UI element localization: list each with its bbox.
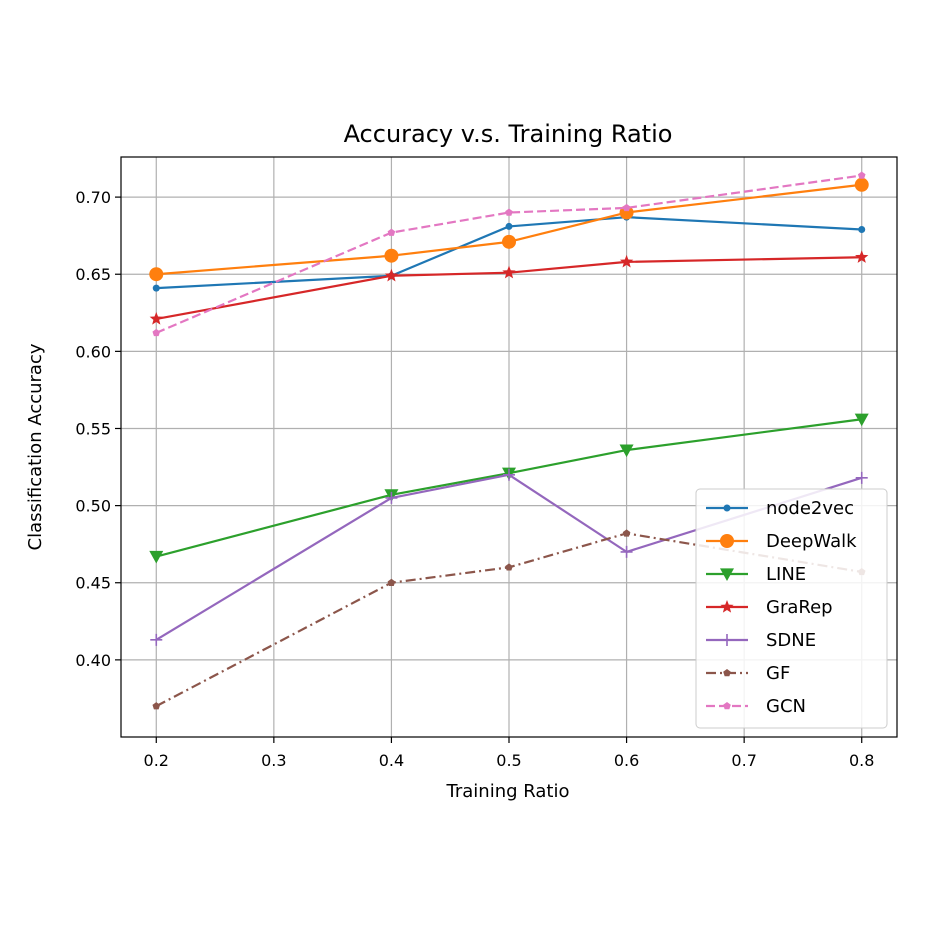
data-point-sdne <box>385 491 398 504</box>
data-point-gf <box>152 702 161 710</box>
y-tick-label: 0.65 <box>75 265 111 284</box>
legend-item-sdne: SDNE <box>706 630 816 651</box>
legend-box <box>695 488 888 729</box>
data-point-line <box>149 550 164 564</box>
data-point-grarep <box>149 311 163 325</box>
series-grarep <box>149 250 869 325</box>
data-point-gf <box>622 529 631 537</box>
data-point-line <box>854 413 869 427</box>
legend-marker-node2vec <box>723 504 731 512</box>
legend-item-gcn: GCN <box>706 696 806 717</box>
legend-marker-gf <box>723 669 731 677</box>
data-point-grarep <box>502 265 516 279</box>
series-gcn <box>152 171 866 337</box>
legend-label-deepwalk: DeepWalk <box>766 531 857 552</box>
x-tick-label: 0.7 <box>731 751 756 770</box>
data-point-node2vec <box>858 226 866 233</box>
chart-title: Accuracy v.s. Training Ratio <box>344 120 673 148</box>
data-point-node2vec <box>152 284 160 292</box>
legend-item-node2vec: node2vec <box>706 498 854 519</box>
legend-marker-line <box>720 568 734 581</box>
y-tick-label: 0.55 <box>75 419 111 438</box>
legend-marker-grarep <box>720 600 734 613</box>
data-point-gcn <box>387 228 396 236</box>
y-tick-label: 0.60 <box>75 342 111 361</box>
data-point-deepwalk <box>502 234 516 249</box>
legend-item-grarep: GraRep <box>706 597 833 618</box>
legend: node2vec DeepWalk LINE GraRep SDNE GF GCN <box>695 488 888 729</box>
legend-item-line: LINE <box>706 564 806 585</box>
y-tick-label: 0.70 <box>75 188 111 207</box>
series-deepwalk <box>149 177 869 282</box>
data-point-deepwalk <box>854 177 869 192</box>
data-point-gcn <box>857 171 866 179</box>
data-point-sdne <box>620 545 633 558</box>
y-tick-label: 0.50 <box>75 497 111 516</box>
y-axis-label: Classification Accuracy <box>25 343 46 550</box>
data-point-gcn <box>505 208 513 216</box>
x-tick-label: 0.2 <box>144 751 169 770</box>
data-point-gf <box>505 563 513 571</box>
x-tick-label: 0.5 <box>496 751 521 770</box>
legend-label-grarep: GraRep <box>766 597 833 618</box>
data-point-node2vec <box>505 222 513 230</box>
x-tick-label: 0.6 <box>614 751 639 770</box>
series-line-gcn <box>155 174 862 334</box>
legend-item-gf: GF <box>706 663 790 684</box>
axis-ticks: 0.2 0.3 0.4 0.5 0.6 0.7 0.8 0.40 0.45 0.50 0.55 0.6… <box>75 188 874 770</box>
data-point-deepwalk <box>384 248 399 263</box>
data-point-sdne <box>150 633 163 646</box>
legend-marker-sdne <box>721 634 733 646</box>
x-tick-label: 0.4 <box>379 751 404 770</box>
data-point-grarep <box>384 268 399 282</box>
data-point-sdne <box>855 471 868 484</box>
data-point-deepwalk <box>149 267 164 282</box>
x-axis-label: Training Ratio <box>446 781 570 802</box>
x-tick-label: 0.8 <box>849 751 874 770</box>
x-tick-label: 0.3 <box>261 751 286 770</box>
data-point-line <box>619 444 634 458</box>
data-point-grarep <box>619 254 634 268</box>
data-point-grarep <box>855 250 869 263</box>
y-tick-label: 0.45 <box>75 574 111 593</box>
y-tick-label: 0.40 <box>75 651 111 670</box>
data-point-sdne <box>503 468 515 481</box>
data-point-gcn <box>152 328 161 337</box>
legend-marker-gcn <box>723 702 731 710</box>
legend-label-sdne: SDNE <box>766 630 816 651</box>
legend-label-gcn: GCN <box>766 696 806 717</box>
data-point-gcn <box>622 203 631 212</box>
legend-item-deepwalk: DeepWalk <box>706 531 857 552</box>
legend-label-node2vec: node2vec <box>766 498 854 519</box>
legend-label-gf: GF <box>766 663 790 684</box>
legend-marker-deepwalk <box>720 534 734 548</box>
data-point-gf <box>387 578 396 586</box>
legend-label-line: LINE <box>766 564 806 585</box>
